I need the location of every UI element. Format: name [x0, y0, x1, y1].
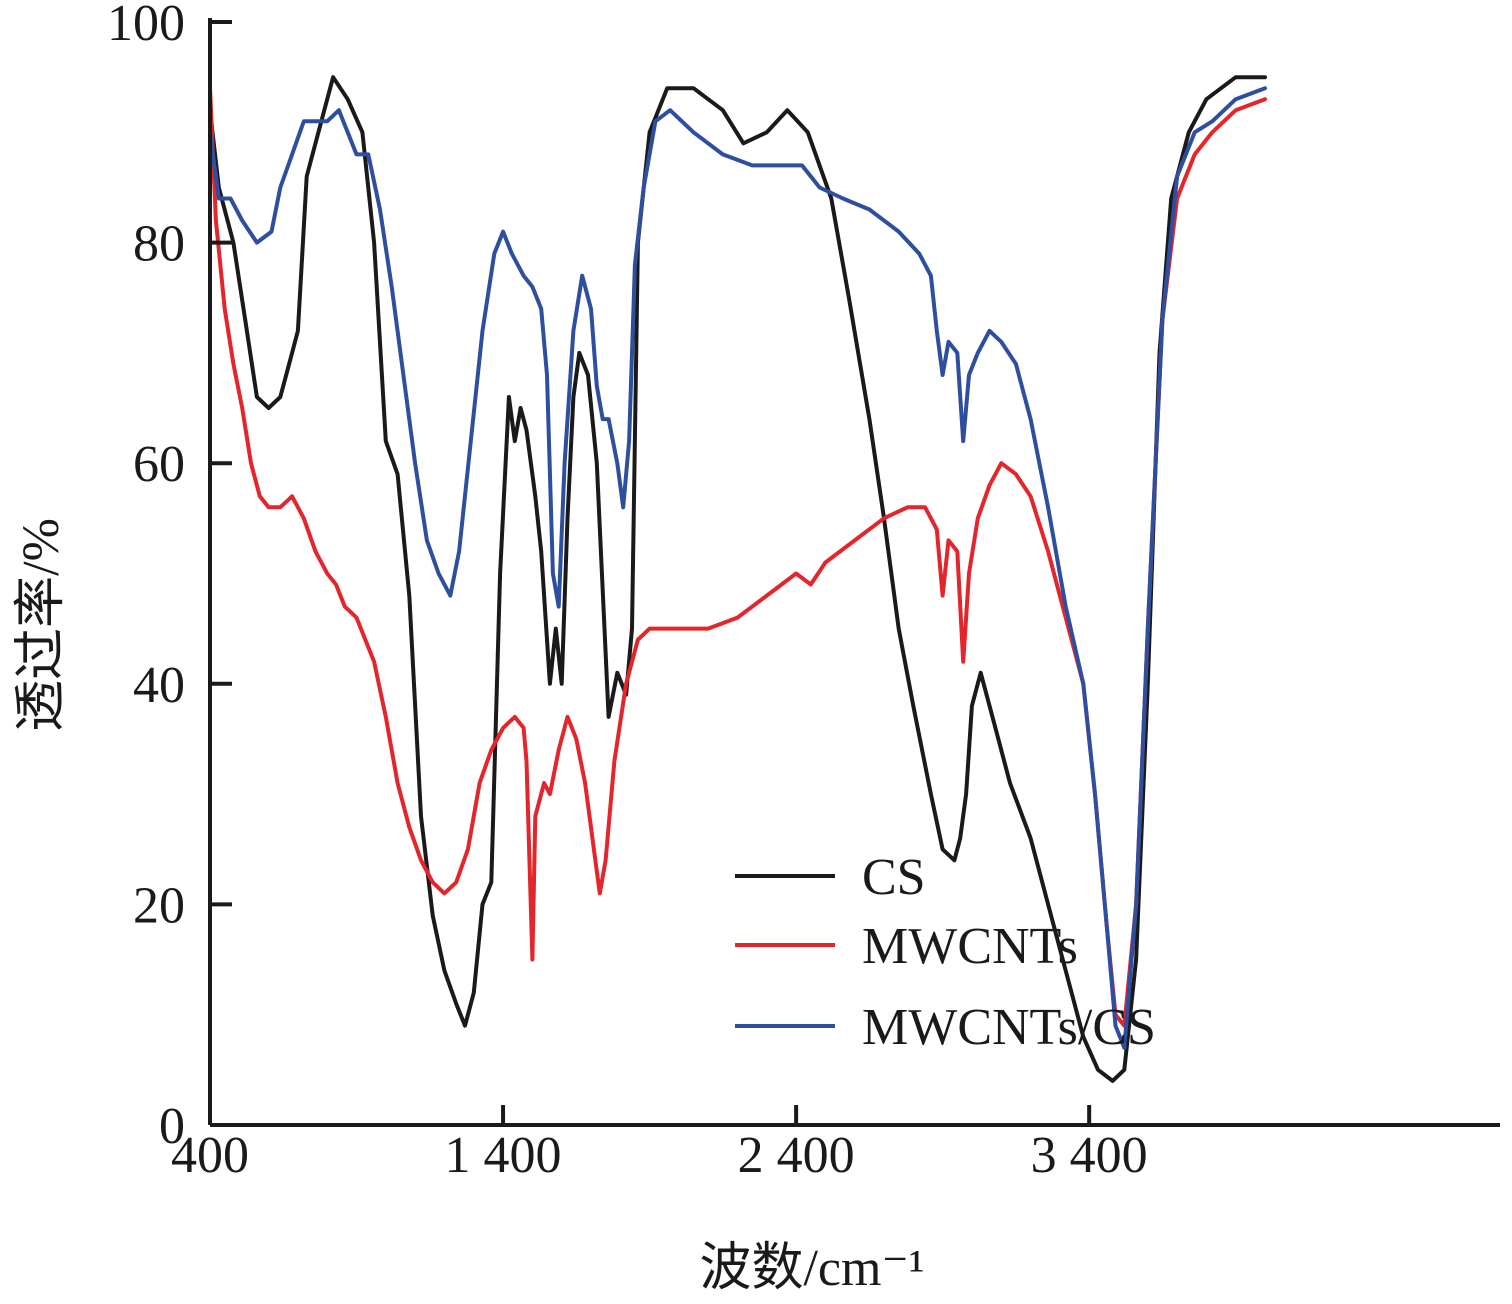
series-line-mwcnts-cs	[208, 86, 1267, 1050]
x-tick-label: 1 400	[445, 1127, 562, 1184]
y-tick-label: 0	[159, 1098, 185, 1155]
y-tick-label: 40	[133, 657, 185, 714]
y-tick-label: 80	[133, 216, 185, 273]
y-tick-label: 100	[107, 0, 185, 52]
y-tick-label: 60	[133, 436, 185, 493]
legend-label: MWCNTs	[862, 918, 1078, 975]
series-line-mwcnts	[208, 86, 1267, 1028]
x-axis-title: 波数/cm⁻¹	[699, 1240, 924, 1297]
y-tick-label: 20	[133, 877, 185, 934]
series-group	[208, 75, 1267, 1083]
legend: CS MWCNTs MWCNTs/CS	[735, 849, 1156, 1056]
y-axis-title: 透过率/%	[13, 518, 70, 732]
x-tick-label: 3 400	[1031, 1127, 1148, 1184]
axes-group	[208, 18, 1500, 1127]
x-tick-label: 400	[171, 1127, 249, 1184]
legend-label: MWCNTs/CS	[862, 999, 1156, 1056]
legend-label: CS	[862, 849, 926, 906]
ticks-group: 0 20 40 60 80 100 400 1 400 2 400 3 400	[107, 0, 1148, 1184]
x-tick-label: 2 400	[738, 1127, 855, 1184]
series-line-cs	[208, 75, 1267, 1083]
